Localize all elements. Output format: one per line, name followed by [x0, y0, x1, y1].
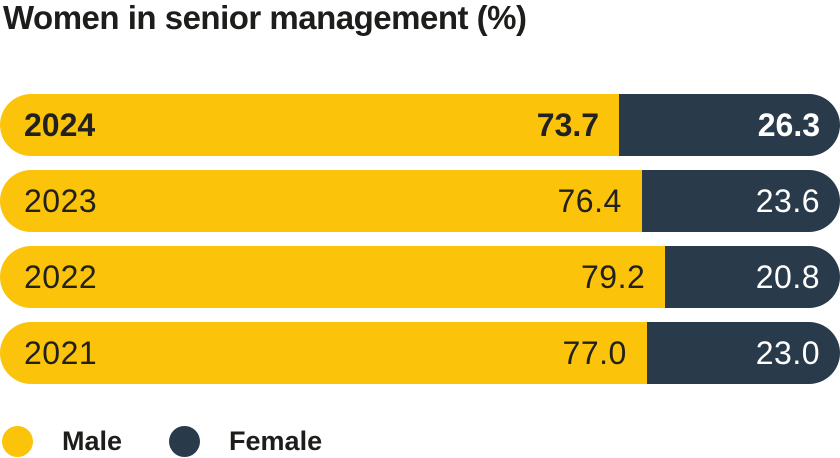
male-segment: 2024 73.7	[0, 94, 620, 156]
male-value-label: 79.2	[580, 258, 646, 295]
legend-label: Male	[62, 425, 123, 456]
bar-row-2024: 2024 73.7 26.3	[0, 94, 840, 156]
bar-row-2022: 2022 79.2 20.8	[0, 246, 840, 308]
male-segment: 2022 79.2	[0, 246, 666, 308]
female-value-label: 23.6	[755, 182, 820, 219]
year-label: 2022	[24, 258, 98, 295]
female-segment: 23.6	[641, 170, 840, 232]
male-segment: 2023 76.4	[0, 170, 642, 232]
year-label: 2021	[24, 334, 98, 371]
year-label: 2024	[24, 106, 96, 143]
bar-row-2021: 2021 77.0 23.0	[0, 322, 840, 384]
male-legend-dot-icon	[2, 425, 33, 457]
female-value-label: 20.8	[755, 258, 820, 295]
female-value-label: 26.3	[757, 106, 820, 143]
legend: Male Female	[2, 424, 322, 458]
female-value-label: 23.0	[755, 334, 820, 371]
male-segment: 2021 77.0	[0, 322, 647, 384]
male-value-label: 76.4	[557, 182, 622, 219]
female-segment: 26.3	[619, 94, 840, 156]
legend-item-male: Male	[2, 425, 123, 457]
male-value-label: 73.7	[536, 106, 600, 143]
chart-title: Women in senior management (%)	[3, 0, 527, 36]
female-segment: 20.8	[665, 246, 840, 308]
bar-row-2023: 2023 76.4 23.6	[0, 170, 840, 232]
stacked-bar-chart: 2024 73.7 26.3 2023 76.4 23.6 2022 79.2 …	[0, 94, 840, 398]
female-segment: 23.0	[646, 322, 840, 384]
legend-label: Female	[229, 425, 323, 456]
legend-item-female: Female	[169, 425, 323, 457]
male-value-label: 77.0	[562, 334, 627, 371]
year-label: 2023	[24, 182, 98, 219]
female-legend-dot-icon	[169, 425, 201, 457]
